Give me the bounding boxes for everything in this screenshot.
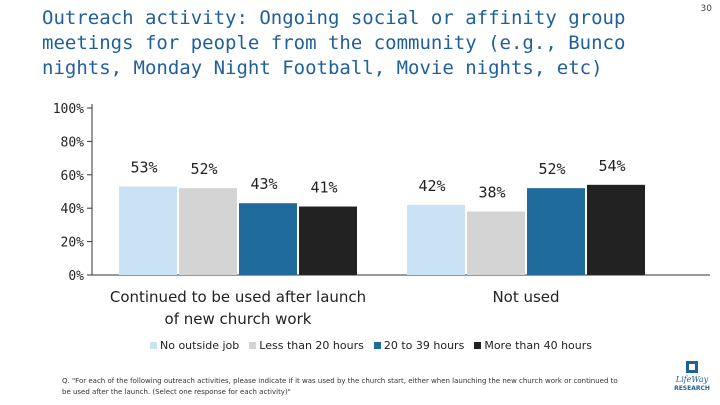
footnote: Q. "For each of the following outreach a… — [62, 377, 618, 396]
y-tick-label: 40% — [61, 202, 85, 217]
y-tick-label: 100% — [53, 102, 84, 117]
legend-item-20-to-39-hours: 20 to 39 hours — [373, 339, 465, 352]
data-label: 52% — [538, 160, 565, 178]
legend-label: 20 to 39 hours — [383, 339, 465, 352]
bar — [119, 186, 177, 275]
bar — [527, 188, 585, 275]
x-category-label: of new church work — [165, 310, 312, 328]
bar — [407, 204, 465, 275]
chart-title: Outreach activity: Ongoing social or aff… — [42, 7, 626, 79]
y-tick-label: 60% — [61, 169, 85, 184]
y-tick-label: 0% — [68, 269, 84, 284]
x-category-label: Not used — [492, 288, 559, 306]
legend-item-more-than-40-hours: More than 40 hours — [474, 339, 592, 352]
logo-mark-inner — [689, 364, 695, 370]
y-tick-label: 80% — [61, 135, 85, 150]
legend-item-no-outside-job: No outside job — [150, 339, 239, 352]
legend-item-less-than-20-hours: Less than 20 hours — [249, 339, 364, 352]
data-label: 42% — [418, 177, 445, 195]
legend-swatch — [373, 342, 381, 349]
x-category-label: Continued to be used after launch — [110, 288, 366, 306]
data-label: 54% — [598, 157, 625, 175]
logo-text-top: LifeWay — [675, 375, 709, 384]
bar — [299, 206, 357, 275]
legend-label: Less than 20 hours — [259, 339, 364, 352]
slide-number: 30 — [700, 4, 712, 14]
legend-label: No outside job — [160, 339, 240, 352]
legend: No outside job Less than 20 hours 20 to … — [150, 339, 592, 352]
bar — [587, 184, 645, 275]
bar — [467, 211, 525, 275]
bar — [179, 188, 237, 275]
bar — [239, 203, 297, 275]
legend-swatch — [474, 342, 482, 349]
y-tick-label: 20% — [61, 236, 85, 251]
legend-swatch — [249, 342, 257, 349]
data-label: 41% — [310, 179, 337, 197]
data-label: 38% — [478, 184, 505, 202]
legend-label: More than 40 hours — [484, 339, 593, 352]
lifeway-logo: LifeWay RESEARCH — [674, 361, 710, 392]
data-label: 52% — [190, 160, 217, 178]
logo-text-bottom: RESEARCH — [674, 385, 710, 392]
data-label: 43% — [250, 175, 277, 193]
data-label: 53% — [130, 158, 157, 176]
legend-swatch — [150, 342, 157, 349]
